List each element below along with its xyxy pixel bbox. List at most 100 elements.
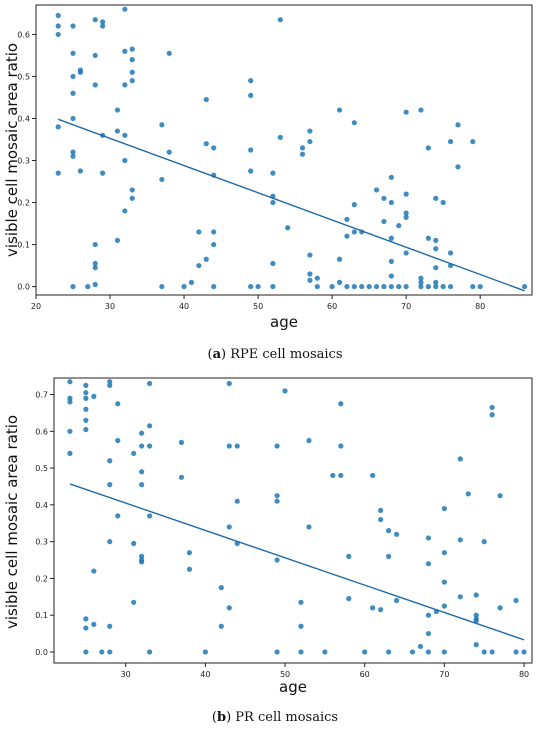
data-point [418,283,424,290]
data-point [83,649,89,655]
data-point [202,649,208,655]
data-point [166,149,172,155]
data-point [381,195,387,201]
data-point [388,199,394,206]
caption-text-a: RPE cell mosaics [230,347,342,362]
data-point [70,50,76,56]
data-point [373,187,380,193]
data-point [139,559,145,565]
data-point [270,199,276,206]
data-point [433,283,439,290]
data-point [139,469,145,475]
data-point [338,401,344,407]
data-point [147,380,153,387]
data-point [481,539,487,545]
data-point [147,423,153,429]
x-tick-label: 60 [327,302,337,311]
data-point [473,592,479,598]
data-point [299,151,306,157]
x-tick-label: 20 [31,302,41,311]
chart-pr: 0.0 0.1 0.2 0.3 0.4 0.5 0.6 0.7 30 40 50 60 70 80 ag… [3,377,533,725]
data-point [83,625,89,631]
data-point [166,50,172,56]
data-point [248,283,254,290]
data-point [277,134,283,140]
scatter-points-b [67,379,527,655]
data-point [67,450,73,456]
data-point [441,603,447,609]
data-point [366,283,372,290]
data-point [77,69,84,75]
data-point [274,498,280,504]
x-tick-label: 30 [121,670,131,679]
data-point [489,649,495,655]
data-point [338,443,344,449]
data-point [100,19,106,25]
data-point [306,524,312,530]
data-point [178,439,185,445]
data-point [186,550,193,556]
data-point [477,283,483,290]
data-point [418,107,424,113]
data-point [129,78,135,84]
data-point [70,153,76,159]
data-point [91,393,97,399]
data-point [159,283,165,290]
data-point [396,283,402,290]
data-point [270,283,276,290]
data-point [351,283,357,290]
scatter-points-a [55,6,528,290]
y-tick-label: 0.5 [17,72,30,81]
data-point [92,281,98,288]
data-point [131,599,137,605]
data-point [129,69,135,75]
data-point [336,107,343,113]
data-point [139,553,145,559]
data-point [196,262,202,269]
data-point [307,271,313,277]
data-point [409,649,416,655]
y-axis-label-a: visible cell mosaic area ratio [3,43,21,257]
data-point [433,195,439,201]
data-point [386,553,392,559]
x-tick-label: 50 [280,670,290,679]
data-point [100,170,106,176]
y-tick-label: 0.0 [35,648,48,657]
data-point [425,283,431,290]
data-point [418,275,424,281]
data-point [299,145,306,151]
y-tick-label: 0.5 [35,464,48,473]
data-point [122,6,128,12]
plot-frame-b [53,377,533,664]
data-point [122,132,128,138]
data-point [211,241,217,248]
data-point [107,382,113,388]
data-point [473,642,479,648]
data-point [55,31,61,38]
data-point [159,122,165,128]
data-point [403,214,409,220]
data-point [440,283,446,290]
data-point [226,524,232,530]
data-point [393,531,400,537]
data-point [346,596,352,602]
data-point [440,199,446,206]
data-point [100,23,106,29]
data-point [307,277,313,283]
data-point [122,157,128,164]
data-point [307,128,313,134]
data-point [270,260,276,267]
data-point [122,82,128,88]
data-point [336,256,343,262]
data-point [417,643,424,650]
data-point [55,124,61,130]
data-point [344,283,350,290]
data-point [270,170,276,176]
data-point [351,120,357,126]
data-point [314,275,320,281]
data-point [277,17,283,23]
x-tick-label: 50 [253,302,263,311]
data-point [92,241,98,248]
data-point [473,618,479,624]
